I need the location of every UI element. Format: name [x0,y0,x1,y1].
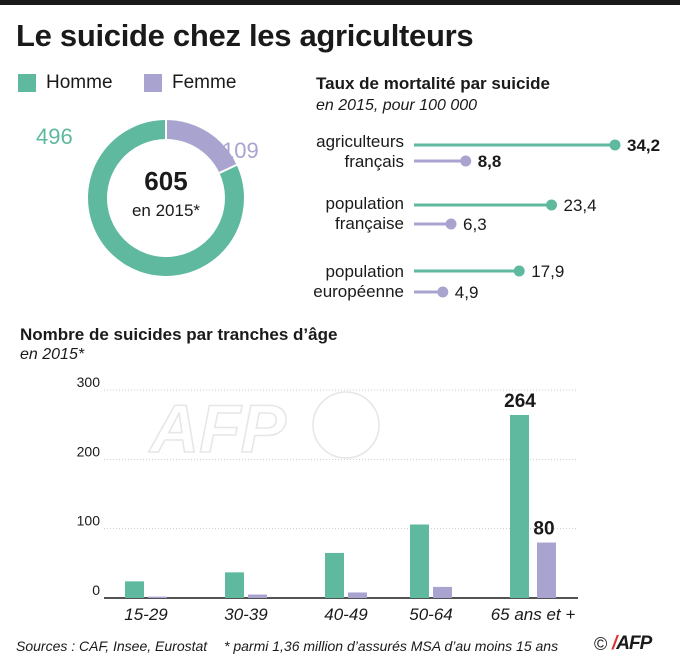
rate-value-femme: 4,9 [455,283,479,302]
legend-homme: Homme [18,72,113,94]
bar-homme [125,581,144,598]
rate-dot-homme [609,139,621,151]
footer-note: * parmi 1,36 million d’assurés MSA d’au … [224,638,559,654]
legend-swatch-homme [18,74,36,92]
rate-value-femme: 6,3 [463,215,487,234]
x-tick-label: 40-49 [324,605,368,624]
bar-homme [225,572,244,598]
rate-value-homme: 34,2 [627,136,660,155]
donut-label-femme: 109 [222,138,259,163]
bar-femme [248,594,267,598]
rate-row-label-agriculteurs: agriculteurs français [224,132,404,172]
rate-value-homme: 23,4 [564,196,597,215]
rates-subtitle: en 2015, pour 100 000 [316,97,478,114]
donut-slice-femme [166,120,237,173]
legend-label-homme: Homme [46,72,113,93]
rate-dot-femme [445,218,457,230]
bar-homme [510,414,529,598]
afp-logo-text: AFP [616,633,652,654]
bar-femme [348,592,367,598]
bar-homme [325,552,344,598]
donut-chart [88,120,244,276]
copyright-symbol: © [594,634,608,654]
rate-label-line1: population [325,262,404,281]
y-tick-label: 200 [77,443,101,459]
donut-total: 605 [144,166,188,196]
page-title: Le suicide chez les agriculteurs [16,18,474,53]
x-tick-label: 65 ans et + [491,605,576,624]
rate-label-line2: française [335,214,404,233]
top-rule [0,0,680,5]
legend-label-femme: Femme [172,72,237,93]
age-chart-title: Nombre de suicides par tranches d’âge [20,325,338,344]
rate-value-femme: 8,8 [478,152,502,171]
rate-dot-femme [437,286,449,298]
donut-total-sub: en 2015* [131,201,201,220]
y-tick-label: 0 [92,582,100,598]
bar-homme [410,524,429,598]
rate-dot-femme [460,155,472,167]
rate-dot-homme [513,265,525,277]
donut-label-homme: 496 [36,124,73,149]
rate-label-line1: population [325,194,404,213]
watermark-globe-icon [312,391,380,459]
legend-femme: Femme [144,72,236,94]
rate-row-label-population-francaise: population française [224,194,404,234]
data-label-femme-65plus: 80 [533,519,554,540]
age-chart-subtitle: en 2015* [20,346,85,363]
donut-separator [218,163,238,174]
y-tick-label: 300 [77,374,101,390]
x-tick-label: 50-64 [409,605,452,624]
bar-femme [537,542,556,598]
rate-label-line1: agriculteurs [316,132,404,151]
legend-swatch-femme [144,74,162,92]
x-tick-label: 30-39 [224,605,268,624]
y-tick-label: 100 [77,513,101,529]
bar-femme [433,586,452,598]
footer-sources: Sources : CAF, Insee, Eurostat [16,638,208,654]
rate-row-label-population-europeenne: population européenne [224,262,404,302]
rate-value-homme: 17,9 [531,262,564,281]
rate-label-line2: français [344,152,404,171]
afp-watermark: AFP [148,391,287,467]
x-tick-label: 15-29 [124,605,168,624]
bar-femme [148,596,167,598]
rates-title: Taux de mortalité par suicide [316,74,550,93]
data-label-homme-65plus: 264 [504,391,536,412]
rate-label-line2: européenne [313,282,404,301]
afp-logo: /AFP [612,633,652,654]
rate-dot-homme [546,199,558,211]
rates-lollipop-chart: 34,2 8,8 23,4 6,3 17,9 4,9 [414,136,660,302]
